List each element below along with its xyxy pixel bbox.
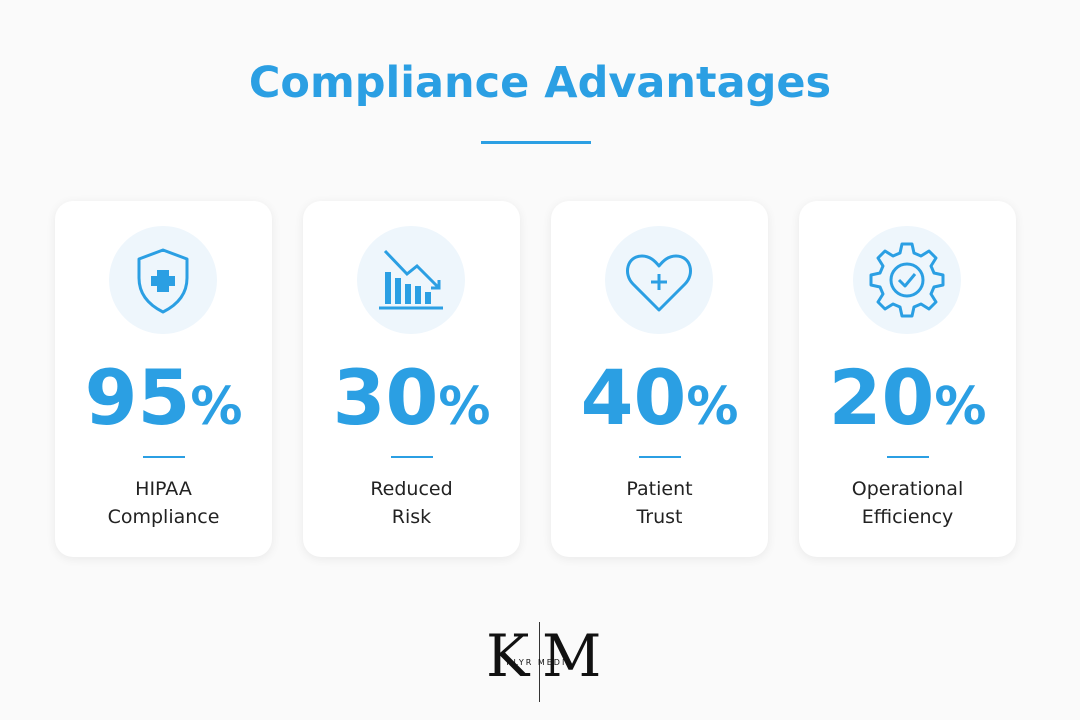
- unit: %: [190, 377, 243, 437]
- title: Compliance Advantages: [248, 58, 832, 108]
- logo: K M KLYR MEDIA: [480, 622, 602, 702]
- value: 40: [580, 353, 687, 442]
- logo-letter: K: [486, 622, 530, 690]
- label-line: Patient: [626, 478, 693, 500]
- label-line: Reduced: [370, 478, 453, 500]
- divider: [887, 456, 929, 458]
- label-line: Compliance: [107, 506, 220, 528]
- logo-name: KLYR MEDIA: [506, 658, 574, 667]
- chart-down-icon: [357, 226, 465, 334]
- unit: %: [934, 377, 987, 437]
- stat-value: 95%: [55, 353, 272, 452]
- unit: %: [438, 377, 491, 437]
- divider: [143, 456, 185, 458]
- label-line: Operational: [851, 478, 964, 500]
- unit: %: [686, 377, 739, 437]
- label-line: Trust: [636, 506, 683, 528]
- divider: [391, 456, 433, 458]
- logo-letter: M: [542, 622, 602, 690]
- stat-card: 20% Operational Efficiency: [799, 201, 1016, 557]
- title-underline: [481, 141, 591, 144]
- stat-value: 30%: [303, 353, 520, 452]
- stat-value: 40%: [551, 353, 768, 452]
- heart-icon: [605, 226, 713, 334]
- stat-label: Patient Trust: [551, 475, 768, 531]
- stat-label: Reduced Risk: [303, 475, 520, 531]
- stat-card: 30% Reduced Risk: [303, 201, 520, 557]
- value: 20: [828, 353, 935, 442]
- stat-value: 20%: [799, 353, 1016, 452]
- value: 30: [332, 353, 439, 442]
- label-line: Efficiency: [861, 506, 954, 528]
- stat-label: HIPAA Compliance: [55, 475, 272, 531]
- value: 95: [84, 353, 191, 442]
- label-line: Risk: [391, 506, 432, 528]
- stat-card: 40% Patient Trust: [551, 201, 768, 557]
- divider: [639, 456, 681, 458]
- gear-icon: [853, 226, 961, 334]
- stat-card: 95% HIPAA Compliance: [55, 201, 272, 557]
- stat-label: Operational Efficiency: [799, 475, 1016, 531]
- logo-bar: [539, 622, 540, 702]
- label-line: HIPAA: [135, 478, 192, 500]
- shield-icon: [109, 226, 217, 334]
